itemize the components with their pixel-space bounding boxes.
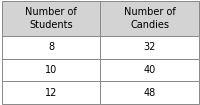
Bar xyxy=(100,59,198,81)
Bar xyxy=(100,36,198,59)
Text: 32: 32 xyxy=(143,42,155,52)
Bar xyxy=(2,36,100,59)
Bar xyxy=(100,1,198,36)
Bar xyxy=(2,81,100,104)
Bar xyxy=(2,1,100,36)
Bar xyxy=(2,59,100,81)
Text: Number of
Candies: Number of Candies xyxy=(123,7,175,30)
Text: 10: 10 xyxy=(45,65,57,75)
Text: 48: 48 xyxy=(143,88,155,98)
Bar xyxy=(100,81,198,104)
Text: 8: 8 xyxy=(48,42,54,52)
Text: 12: 12 xyxy=(45,88,57,98)
Text: 40: 40 xyxy=(143,65,155,75)
Text: Number of
Students: Number of Students xyxy=(25,7,77,30)
